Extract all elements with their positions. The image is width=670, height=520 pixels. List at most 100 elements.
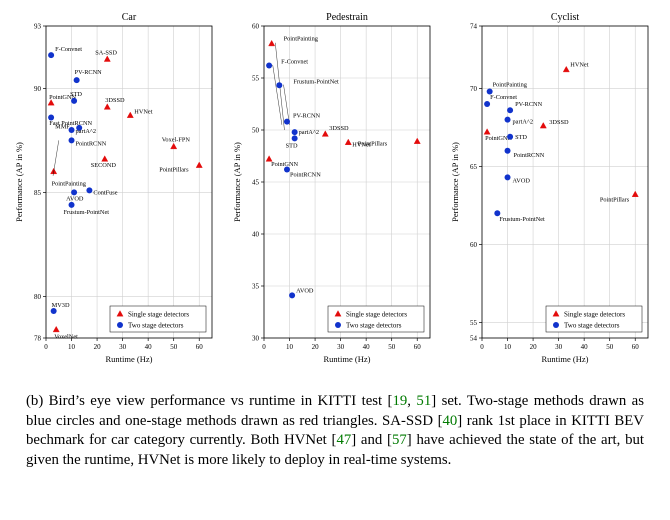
ytick-label: 45: [252, 179, 260, 187]
xtick-label: 60: [196, 343, 204, 351]
ytick-label: 60: [252, 23, 260, 31]
point-label: PointRCNN: [514, 152, 545, 159]
point-label: Frustum-PointNet: [499, 216, 545, 223]
data-point: [284, 119, 290, 125]
point-label: Voxel-FPN: [162, 137, 191, 144]
data-point: [266, 63, 272, 69]
chart-svg: 0102030405060545560657074CyclistRuntime …: [448, 8, 658, 388]
data-point: [505, 174, 511, 180]
point-label: partA^2: [513, 119, 533, 126]
ytick-label: 90: [34, 85, 42, 93]
xtick-label: 30: [555, 343, 563, 351]
data-point: [507, 107, 513, 113]
xlabel: Runtime (Hz): [542, 354, 589, 364]
xtick-label: 0: [480, 343, 484, 351]
point-label: STD: [70, 91, 82, 98]
point-label: F-Convnet: [55, 46, 82, 53]
point-label: PointPainting: [52, 181, 87, 188]
xtick-label: 20: [94, 343, 102, 351]
data-point: [86, 187, 92, 193]
chart-title: Car: [122, 12, 137, 23]
point-label: ContFuse: [93, 189, 117, 196]
ytick-label: 55: [252, 75, 260, 83]
point-label: Frustum-PointNet: [64, 209, 110, 216]
figure-root: 0 10 20 30 40 50 60 78 80 85 90 93 Car Runtime (Hz) Pe…: [0, 0, 670, 520]
point-label: PointPillars: [358, 140, 388, 147]
chart-title: Cyclist: [551, 12, 580, 23]
point-label: PointPillars: [159, 166, 189, 173]
xtick-label: 0: [44, 343, 48, 351]
xtick-label: 50: [388, 343, 396, 351]
data-point: [71, 98, 77, 104]
ylabel: Performance (AP in %): [450, 142, 460, 222]
xtick-label: 30: [119, 343, 127, 351]
point-label: partA^2: [299, 129, 319, 136]
xtick-label: 0: [262, 343, 266, 351]
point-label: AVOD: [66, 195, 84, 202]
chart-panel: 0102030405060545560657074CyclistRuntime …: [448, 8, 658, 388]
point-label: PointPainting: [284, 36, 319, 43]
point-label: 3DSSD: [549, 119, 569, 126]
ytick-label: 78: [34, 335, 42, 343]
xtick-label: 20: [530, 343, 538, 351]
ytick-label: 54: [470, 335, 478, 343]
point-label: STD: [286, 142, 298, 149]
point-label: PointPillars: [600, 196, 630, 203]
chart-title: Pedestrain: [326, 12, 368, 23]
xtick-label: 20: [312, 343, 320, 351]
cite-link[interactable]: 47: [336, 432, 351, 448]
xtick-label: 50: [170, 343, 178, 351]
data-point: [48, 52, 54, 58]
ytick-label: 80: [34, 293, 42, 301]
legend-label: Two stage detectors: [128, 322, 184, 330]
cap-t: (b) Bird’s eye view performance vs runti…: [26, 393, 393, 409]
data-point: [289, 292, 295, 298]
ytick-label: 55: [470, 319, 478, 327]
data-point: [69, 202, 75, 208]
ytick-label: 85: [34, 189, 42, 197]
point-label: PointGNN: [271, 161, 298, 168]
legend-label: Single stage detectors: [564, 311, 625, 319]
ytick-label: 30: [252, 335, 260, 343]
point-label: MV3D: [52, 302, 70, 309]
xtick-label: 40: [581, 343, 589, 351]
point-label: PV-RCNN: [293, 113, 321, 120]
point-label: SECOND: [91, 162, 117, 169]
xtick-label: 10: [286, 343, 294, 351]
point-label: AVOD: [513, 177, 531, 184]
data-point: [69, 137, 75, 143]
xtick-label: 10: [68, 343, 76, 351]
point-label: F-Convnet: [490, 94, 517, 101]
chart-panel: 010203040506030354045505560PedestrainRun…: [230, 8, 440, 388]
data-point: [292, 129, 298, 135]
xtick-label: 50: [606, 343, 614, 351]
point-label: STD: [515, 134, 527, 141]
cap-t: ] and [: [351, 432, 392, 448]
cite-link[interactable]: 57: [392, 432, 407, 448]
cite-link[interactable]: 19: [393, 393, 408, 409]
point-label: partA^2: [76, 128, 96, 135]
data-point: [507, 134, 513, 140]
ytick-label: 74: [470, 23, 478, 31]
cite-link[interactable]: 40: [443, 413, 458, 429]
xlabel: Runtime (Hz): [106, 354, 153, 364]
ytick-label: 65: [470, 163, 478, 171]
legend-label: Two stage detectors: [346, 322, 402, 330]
ytick-label: 93: [34, 23, 42, 31]
ylabel: Performance (AP in %): [14, 142, 24, 222]
point-label: AVOD: [296, 287, 314, 294]
data-point: [276, 82, 282, 88]
point-label: F-Convnet: [281, 59, 308, 66]
chart-svg: 010203040506030354045505560PedestrainRun…: [230, 8, 440, 388]
ytick-label: 35: [252, 283, 260, 291]
ylabel: Performance (AP in %): [232, 142, 242, 222]
xtick-label: 60: [632, 343, 640, 351]
ytick-label: 70: [470, 85, 478, 93]
data-point: [292, 135, 298, 141]
data-point: [505, 148, 511, 154]
point-label: PV-RCNN: [75, 69, 103, 76]
xtick-label: 60: [414, 343, 422, 351]
ytick-label: 50: [252, 127, 260, 135]
chart-panel: 01020304050607880859093CarRuntime (Hz)Pe…: [12, 8, 222, 388]
cite-link[interactable]: 51: [416, 393, 431, 409]
